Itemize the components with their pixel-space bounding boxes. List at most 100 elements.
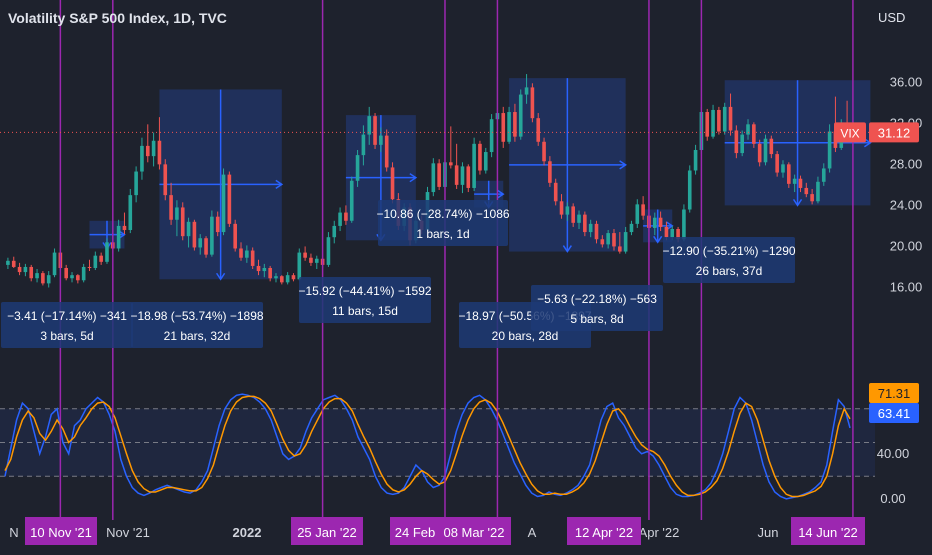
candle-body <box>565 206 570 215</box>
stochastic-pane <box>0 393 875 500</box>
candle-body <box>577 214 581 223</box>
candle-body <box>583 214 587 233</box>
candle-body <box>781 164 785 173</box>
candle-body <box>542 141 546 162</box>
candle-body <box>349 180 354 221</box>
measurement-label-box <box>663 237 795 283</box>
candle-body <box>23 266 28 273</box>
candle-body <box>221 174 226 233</box>
stoch-value-text: 63.41 <box>878 406 911 421</box>
time-axis-label: Apr '22 <box>639 525 680 540</box>
measurement-arrowhead <box>619 160 627 170</box>
candle-body <box>728 106 733 131</box>
candle-body <box>128 195 133 231</box>
candle-body <box>262 267 267 272</box>
stoch-value-text: 71.31 <box>878 386 911 401</box>
candle-body <box>256 265 261 272</box>
measurement-bars: 26 bars, 37d <box>696 264 763 278</box>
candle-body <box>233 223 237 249</box>
measurement-arrowhead <box>118 230 126 240</box>
price-tick-label: 28.00 <box>890 156 923 171</box>
measurement-arrowhead <box>215 272 226 281</box>
candle-body <box>734 130 739 154</box>
candle-body <box>763 138 768 163</box>
time-axis-label: A <box>528 525 537 540</box>
stoch-value-tag <box>869 403 919 423</box>
time-axis-highlight-label: 24 Feb <box>395 525 435 540</box>
time-axis-highlight[interactable] <box>390 517 440 545</box>
candle-body <box>559 201 564 215</box>
candle-body <box>722 106 727 132</box>
candle-body <box>775 154 779 173</box>
time-axis-highlight[interactable] <box>437 517 511 545</box>
stoch-tick-label: 0.00 <box>880 491 905 506</box>
measurement-arrowhead <box>863 138 872 148</box>
time-axis-label: Jun <box>758 525 779 540</box>
time-axis-highlight[interactable] <box>791 517 865 545</box>
last-price-value: 31.12 <box>878 125 911 140</box>
candle-body <box>35 273 39 279</box>
candle-body <box>693 149 698 171</box>
candle-body <box>46 275 51 284</box>
symbol-tag <box>834 122 866 143</box>
candle-body <box>338 212 342 226</box>
candle-body <box>268 267 272 279</box>
time-axis-highlight[interactable] <box>291 517 363 545</box>
stoch-line <box>4 395 851 498</box>
candle-body <box>116 225 121 249</box>
last-price-tag <box>869 122 919 143</box>
candle-body <box>641 204 645 216</box>
measurement-labels: −3.41 (−17.14%) −341 3 bars, 5d −18.98 (−5… <box>1 200 796 348</box>
measurement-label-box <box>1 302 133 348</box>
time-axis-highlight[interactable] <box>25 517 97 545</box>
symbol-tag-text: VIX <box>840 126 859 140</box>
candle-body <box>192 221 197 248</box>
stoch-tick-label: 40.00 <box>877 446 910 461</box>
measurement-arrowhead <box>409 173 418 183</box>
candle-body <box>384 135 389 168</box>
candle-body <box>804 187 809 195</box>
measurement-label-box <box>131 302 263 348</box>
vertical-markers <box>59 0 854 520</box>
candle-body <box>198 238 203 248</box>
measurement-arrowhead <box>496 189 505 199</box>
candle-body <box>361 134 366 156</box>
price-axis: 36.0032.0028.0024.0020.0016.00VIX31.1240… <box>0 74 923 506</box>
candle-body <box>618 246 622 252</box>
candle-body <box>816 181 820 202</box>
candle-body <box>332 225 337 238</box>
candle-body <box>454 165 459 185</box>
candle-body <box>175 207 179 220</box>
measurement-change: −10.86 (−28.74%) −1086 <box>376 207 509 221</box>
candle-body <box>6 260 10 265</box>
candle-body <box>204 238 208 255</box>
measurement-label-box <box>299 277 431 323</box>
time-axis-highlight[interactable] <box>567 517 641 545</box>
measurement-label-box <box>378 200 508 246</box>
time-axis-highlight-label: 12 Apr '22 <box>575 525 633 540</box>
candle-body <box>81 266 86 281</box>
candle-body <box>652 217 657 228</box>
candle-body <box>355 155 360 181</box>
candle-body <box>536 118 541 142</box>
measurement-bars: 20 bars, 28d <box>492 329 559 343</box>
measurement-change: −18.98 (−53.74%) −1898 <box>130 309 263 323</box>
stoch-line <box>4 393 851 500</box>
candle-body <box>530 87 535 119</box>
candle-body <box>553 182 558 202</box>
measurement-bars: 5 bars, 8d <box>570 312 623 326</box>
price-tick-label: 20.00 <box>890 238 923 253</box>
candle-body <box>250 250 255 266</box>
candle-body <box>215 216 220 233</box>
candle-body <box>186 221 191 237</box>
candle-body <box>134 171 138 196</box>
candle-body <box>635 204 640 224</box>
candle-body <box>169 195 173 220</box>
candle-body <box>588 223 593 233</box>
candle-body <box>367 116 372 135</box>
price-tick-label: 24.00 <box>890 197 923 212</box>
candle-body <box>431 163 436 193</box>
time-axis-highlight-label: 14 Jun '22 <box>798 525 858 540</box>
